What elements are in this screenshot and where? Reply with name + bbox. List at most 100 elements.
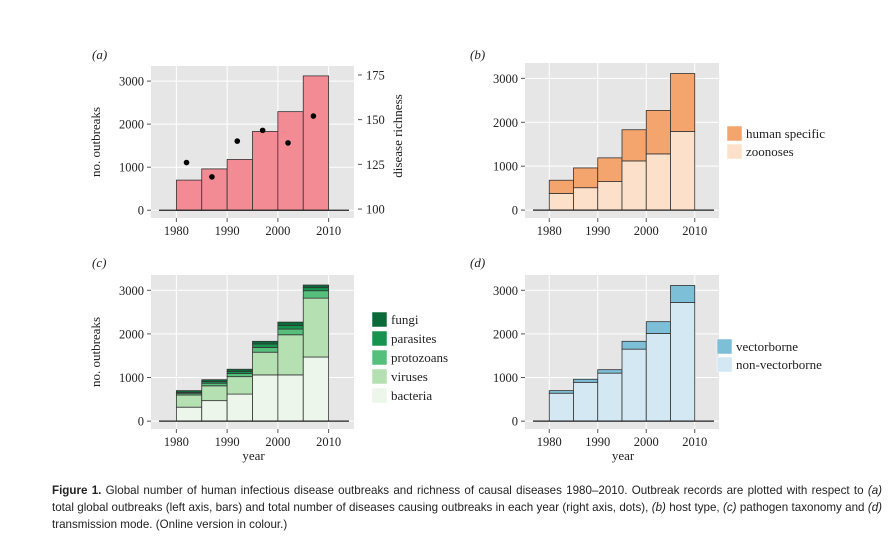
caption-segment: host type, xyxy=(665,501,723,514)
legend-swatch xyxy=(716,356,733,373)
bar-segment xyxy=(670,131,696,211)
caption-segment: total global outbreaks (left axis, bars)… xyxy=(52,501,652,514)
y-tick-label: 0 xyxy=(512,204,518,218)
richness-dot xyxy=(259,127,266,134)
caption-label: Figure 1. xyxy=(52,484,102,497)
bar-segment xyxy=(621,160,647,211)
caption-text: Global number of human infectious diseas… xyxy=(52,484,882,531)
bar-segment xyxy=(645,321,671,334)
bar-segment xyxy=(175,390,203,393)
y2-tick-label: 150 xyxy=(366,113,385,127)
y-axis-label: no. outbreaks xyxy=(88,317,103,387)
y-tick-label: 3000 xyxy=(493,72,518,86)
y-tick-label: 2000 xyxy=(493,327,518,341)
bar-segment xyxy=(302,290,330,299)
caption-panel-ref: (d) xyxy=(867,501,882,514)
bar-segment xyxy=(645,333,671,422)
bar-segment xyxy=(302,287,330,292)
richness-dot xyxy=(209,174,215,180)
caption-panel-ref: (c) xyxy=(722,501,737,514)
x-tick-label: 2000 xyxy=(265,224,290,238)
bar-segment xyxy=(252,374,279,422)
caption-segment: Global number of human infectious diseas… xyxy=(101,484,868,497)
figure-caption: Figure 1. Global number of human infecti… xyxy=(52,482,882,533)
y-tick-label: 3000 xyxy=(119,75,144,89)
bar-segment xyxy=(252,351,279,376)
bar-segment xyxy=(670,285,696,303)
bar-segment xyxy=(277,321,304,327)
y2-tick-label: 100 xyxy=(366,203,385,217)
y-tick-label: 1000 xyxy=(119,371,144,385)
bar-segment xyxy=(302,356,330,422)
x-tick-label: 2000 xyxy=(265,435,290,449)
x-tick-label: 1980 xyxy=(164,435,189,449)
bar-segment xyxy=(277,325,304,330)
bar-segment xyxy=(573,381,599,422)
bar-segment xyxy=(573,378,599,383)
y-tick-label: 0 xyxy=(138,204,144,218)
panel-label: (a) xyxy=(92,47,107,62)
y-tick-label: 1000 xyxy=(493,371,518,385)
legend-label: protozoans xyxy=(391,350,448,365)
bar-segment xyxy=(226,368,253,372)
y-axis-label: no. outbreaks xyxy=(88,107,103,177)
legend-swatch xyxy=(371,368,388,385)
x-tick-label: 2000 xyxy=(634,224,659,238)
y-tick-label: 3000 xyxy=(493,284,518,298)
bar-segment xyxy=(277,334,304,376)
bar-segment xyxy=(597,369,623,374)
legend-label: non-vectorborne xyxy=(736,357,822,372)
bar-segment xyxy=(201,385,228,402)
caption-segment: pathogen taxonomy and xyxy=(736,501,868,514)
bar-segment xyxy=(302,297,330,358)
y2-tick-label: 125 xyxy=(366,158,385,172)
bar-segment xyxy=(226,376,253,395)
caption-panel-ref: (b) xyxy=(651,501,666,514)
y-tick-label: 0 xyxy=(138,415,144,429)
x-tick-label: 2010 xyxy=(316,224,341,238)
bar-segment xyxy=(226,159,253,211)
legend-swatch xyxy=(726,143,743,160)
bar-segment xyxy=(277,374,304,422)
legend-label: parasites xyxy=(391,331,436,346)
bar-segment xyxy=(597,181,623,211)
x-axis-label: year xyxy=(612,448,635,463)
caption-segment: transmission mode. (Online version in co… xyxy=(52,518,288,531)
bar-segment xyxy=(175,179,203,211)
bar-segment xyxy=(573,167,599,189)
bar-segment xyxy=(252,347,279,353)
x-tick-label: 1980 xyxy=(164,224,189,238)
bar-segment xyxy=(277,328,304,336)
x-axis-label: year xyxy=(242,448,265,463)
panel-label: (d) xyxy=(470,255,485,270)
bar-segment xyxy=(548,390,574,394)
y2-axis-label: disease richness xyxy=(390,94,405,177)
richness-dot xyxy=(183,159,190,166)
legend-label: viruses xyxy=(391,369,428,384)
x-tick-label: 1980 xyxy=(537,224,562,238)
bar-segment xyxy=(597,157,623,182)
legend-swatch xyxy=(371,387,388,404)
richness-dot xyxy=(310,113,317,119)
bar-segment xyxy=(621,348,647,422)
bar-segment xyxy=(621,340,647,350)
x-tick-label: 1990 xyxy=(215,224,240,238)
y-tick-label: 1000 xyxy=(119,161,144,175)
bar-segment xyxy=(597,372,623,422)
legend-label: zoonoses xyxy=(746,144,794,159)
y-tick-label: 0 xyxy=(512,415,518,429)
bar-segment xyxy=(670,302,696,422)
x-tick-label: 2010 xyxy=(682,224,707,238)
legend-swatch xyxy=(371,311,388,328)
bar-segment xyxy=(645,110,671,155)
bar-segment xyxy=(573,187,599,211)
bar-segment xyxy=(201,379,228,382)
x-tick-label: 1990 xyxy=(585,224,610,238)
bar-segment xyxy=(226,393,253,422)
legend-swatch xyxy=(716,338,733,355)
bar-segment xyxy=(252,340,279,345)
bar-segment xyxy=(175,394,203,408)
bar-segment xyxy=(621,129,647,162)
y-tick-label: 2000 xyxy=(493,116,518,130)
